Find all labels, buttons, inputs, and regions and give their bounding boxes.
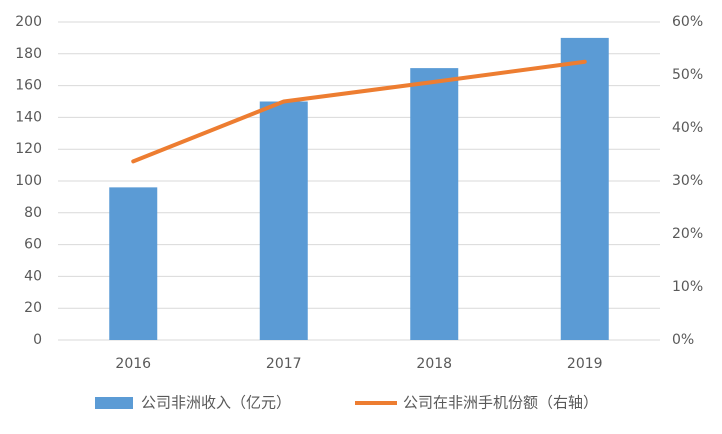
y2-tick-label: 40%	[672, 120, 703, 136]
bar	[560, 37, 609, 341]
y-tick-label: 100	[15, 173, 42, 189]
y-tick-label: 200	[15, 14, 42, 30]
x-tick-label: 2017	[266, 356, 302, 372]
y-tick-label: 180	[15, 46, 42, 62]
y2-tick-label: 20%	[672, 226, 703, 242]
y-tick-label: 140	[15, 109, 42, 125]
legend-swatch	[95, 397, 133, 409]
y2-tick-label: 30%	[672, 173, 703, 189]
y-tick-label: 20	[24, 300, 42, 316]
y-tick-label: 40	[24, 268, 42, 284]
y-tick-label: 160	[15, 78, 42, 94]
y2-tick-label: 10%	[672, 279, 703, 295]
legend-label: 公司在非洲手机份额（右轴）	[403, 394, 598, 412]
y2-tick-label: 60%	[672, 14, 703, 30]
legend-label: 公司非洲收入（亿元）	[141, 394, 291, 412]
y-tick-label: 0	[33, 332, 42, 348]
line	[131, 59, 587, 164]
bar	[259, 101, 308, 340]
y-tick-label: 120	[15, 141, 42, 157]
x-tick-label: 2018	[416, 356, 452, 372]
x-tick-label: 2019	[567, 356, 603, 372]
bar	[109, 187, 158, 340]
y-tick-label: 60	[24, 237, 42, 253]
x-tick-label: 2016	[115, 356, 151, 372]
bar	[410, 68, 459, 341]
y-tick-label: 80	[24, 205, 42, 221]
y2-tick-label: 0%	[672, 332, 694, 348]
y2-tick-label: 50%	[672, 67, 703, 83]
